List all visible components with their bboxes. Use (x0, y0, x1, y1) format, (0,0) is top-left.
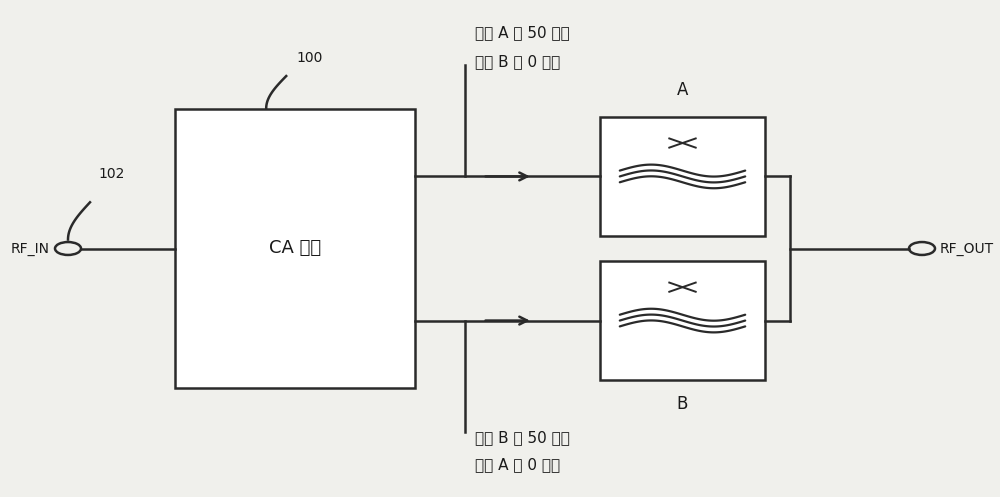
Text: RF_OUT: RF_OUT (940, 242, 994, 255)
Bar (175, 109, 415, 388)
Text: 频带 A 下 0 欧姆: 频带 A 下 0 欧姆 (475, 457, 560, 472)
Text: 频带 B 下 50 欧姆: 频带 B 下 50 欧姆 (475, 430, 570, 445)
Text: A: A (677, 82, 688, 99)
Text: B: B (677, 395, 688, 413)
Text: 频带 B 下 0 欧姆: 频带 B 下 0 欧姆 (475, 55, 560, 70)
Bar (600, 117, 765, 236)
Text: 频带 A 下 50 欧姆: 频带 A 下 50 欧姆 (475, 25, 570, 40)
Text: 100: 100 (296, 51, 323, 65)
Text: RF_IN: RF_IN (11, 242, 50, 255)
Text: CA 电路: CA 电路 (269, 240, 321, 257)
Text: 102: 102 (98, 167, 124, 181)
Bar (600, 261, 765, 380)
